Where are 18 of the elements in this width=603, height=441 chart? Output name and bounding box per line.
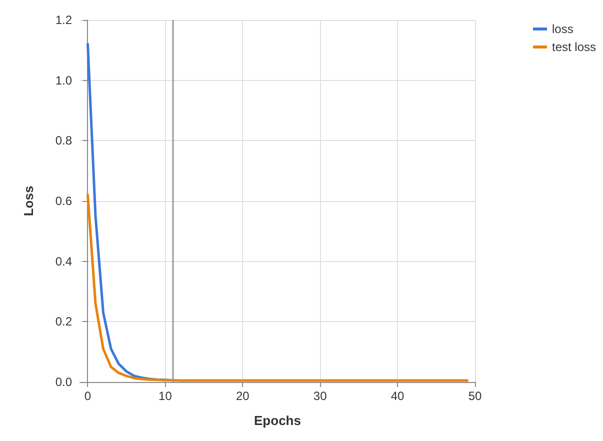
y-tick-label: 0.4	[55, 254, 72, 268]
y-tick-label: 0.0	[55, 375, 72, 389]
x-tick-label: 30	[313, 389, 328, 403]
x-tick-label: 0	[84, 389, 92, 403]
y-tick-label: 0.2	[55, 314, 72, 329]
x-tick-label: 50	[468, 389, 482, 403]
x-axis-title: Epochs	[254, 413, 301, 428]
y-tick-label: 0.8	[55, 134, 72, 148]
x-tick-label: 40	[390, 389, 405, 403]
y-tick-label: 1.2	[55, 13, 72, 27]
x-tick-label: 10	[158, 389, 172, 403]
x-tick-label: 20	[236, 389, 250, 403]
y-axis-title: Loss	[21, 186, 36, 216]
y-tick-label: 1.0	[55, 73, 72, 88]
y-tick-label: 0.6	[55, 194, 72, 208]
line-series	[86, 194, 469, 382]
legend-label: test loss	[552, 40, 596, 54]
legend-label: loss	[552, 22, 574, 36]
